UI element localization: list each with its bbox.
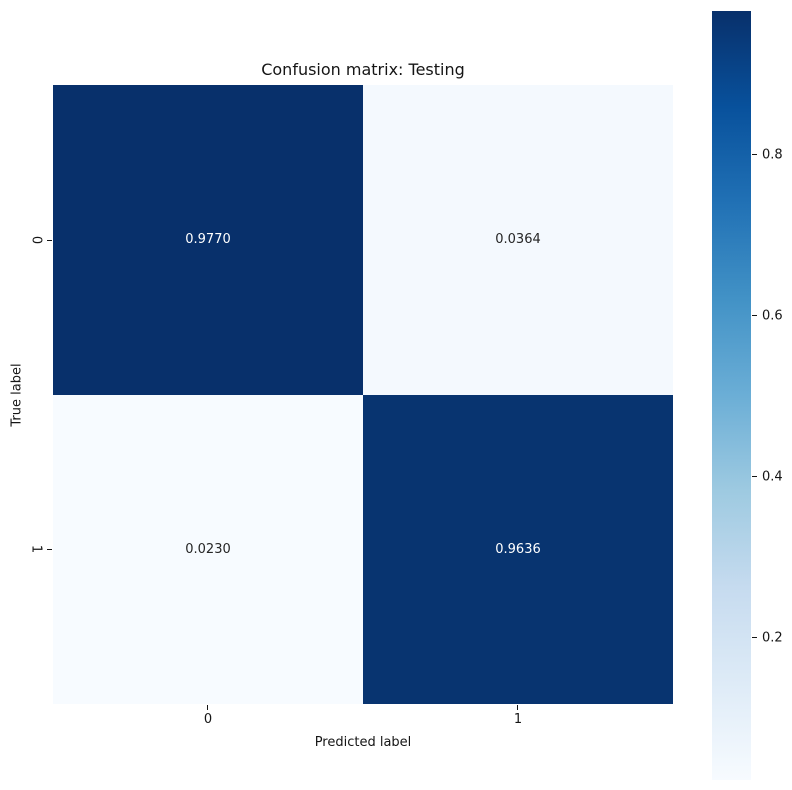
colorbar-tick-mark [752,154,757,156]
y-tick-mark [47,549,52,551]
heatmap-cell-1-1: 0.9636 [363,394,673,704]
y-tick-label-1: 1 [28,544,44,554]
x-axis-label: Predicted label [314,735,412,750]
x-tick-label-1: 1 [513,712,523,727]
y-axis-label: True label [9,363,25,427]
heatmap-cell-1-0: 0.0230 [53,394,363,704]
colorbar-tick-mark [752,476,757,478]
y-tick-mark [47,240,52,242]
heatmap-cell-0-1: 0.0364 [363,85,673,395]
x-tick-mark [517,705,519,710]
heatmap-cell-0-0: 0.9770 [53,85,363,395]
y-tick-label-0: 0 [28,235,44,245]
colorbar-tick-mark [752,315,757,317]
colorbar [712,11,751,780]
x-tick-label-0: 0 [203,712,213,727]
x-tick-mark [207,705,209,710]
colorbar-tick-label: 0.4 [762,469,783,485]
colorbar-tick-mark [752,637,757,639]
heatmap: 0.9770 0.0364 0.0230 0.9636 [53,85,673,704]
colorbar-tick-label: 0.2 [762,630,783,646]
chart-title: Confusion matrix: Testing [261,60,465,79]
colorbar-tick-label: 0.8 [762,147,783,163]
colorbar-tick-label: 0.6 [762,308,783,324]
